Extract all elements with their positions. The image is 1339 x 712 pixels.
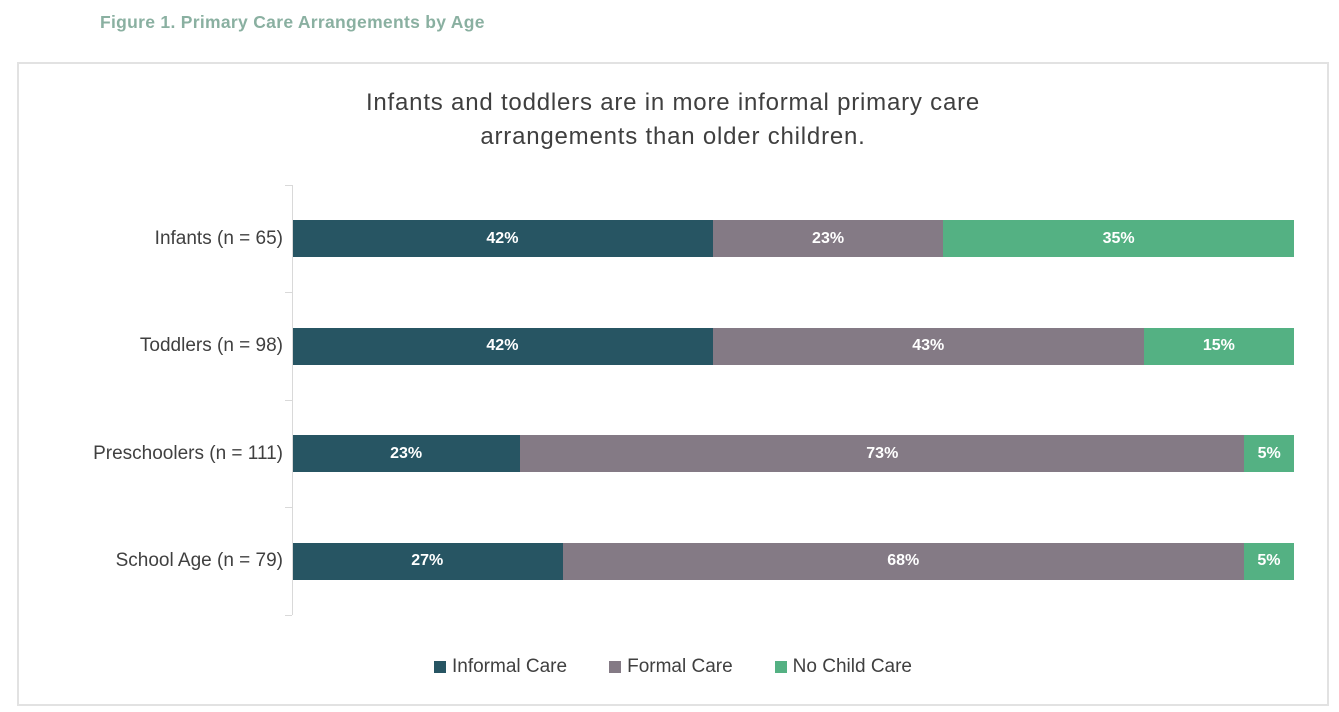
bar-segment-no-child-care: 15% (1143, 327, 1294, 365)
chart-title: Infants and toddlers are in more informa… (19, 86, 1327, 153)
chart-title-line-2: arrangements than older children. (480, 122, 866, 150)
axis-tick (285, 184, 292, 186)
bar-segment-no-child-care: 5% (1244, 435, 1294, 473)
bar-value-label: 23% (812, 229, 845, 247)
bar-rows: Infants (n = 65) 42% 23% 35% Toddlers (n = 9… (19, 185, 1327, 615)
axis-tick (285, 614, 292, 616)
bar-segment-no-child-care: 35% (943, 220, 1294, 258)
legend-swatch-no-child-care (774, 661, 787, 673)
legend-label: Formal Care (627, 656, 733, 677)
bar-segment-formal-care: 68% (562, 542, 1244, 580)
bar-value-label: 42% (486, 229, 519, 247)
bar-segment-no-child-care: 5% (1243, 542, 1294, 580)
chart-row: Toddlers (n = 98) 42% 43% 15% (19, 293, 1327, 401)
legend-swatch-formal-care (609, 661, 622, 673)
legend: Informal Care Formal Care No Child Care (19, 656, 1327, 678)
chart-row: School Age (n = 79) 27% 68% 5% (19, 508, 1327, 616)
legend-item-informal-care: Informal Care (433, 656, 568, 678)
bar-value-label: 43% (912, 337, 945, 355)
bar-segment-informal-care: 23% (292, 435, 521, 473)
bar-track: 42% 43% 15% (292, 327, 1294, 365)
bar-value-label: 23% (390, 444, 423, 462)
y-axis-line (285, 184, 293, 616)
plot-area: Infants (n = 65) 42% 23% 35% Toddlers (n = 9… (19, 184, 1327, 616)
bar-value-label: 68% (887, 552, 920, 570)
legend-label: No Child Care (792, 656, 912, 677)
bar-track: 23% 73% 5% (292, 435, 1294, 473)
legend-label: Informal Care (451, 656, 568, 677)
chart-container: Infants and toddlers are in more informa… (17, 62, 1329, 706)
category-label: Infants (n = 65) (154, 227, 283, 249)
bar-segment-formal-care: 23% (712, 220, 944, 258)
bar-track: 42% 23% 35% (292, 220, 1294, 258)
legend-swatch-informal-care (433, 661, 446, 673)
chart-title-line-1: Infants and toddlers are in more informa… (365, 89, 981, 116)
bar-value-label: 42% (486, 337, 519, 355)
bar-value-label: 15% (1202, 337, 1235, 355)
axis-tick (285, 292, 292, 293)
axis-tick (285, 399, 292, 401)
category-label: Toddlers (n = 98) (139, 335, 283, 357)
bar-segment-informal-care: 27% (292, 542, 563, 580)
bar-value-label: 5% (1257, 552, 1281, 570)
legend-item-no-child-care: No Child Care (774, 656, 912, 678)
figure-caption: Figure 1. Primary Care Arrangements by A… (100, 12, 485, 32)
bar-segment-formal-care: 73% (520, 435, 1245, 473)
bar-track: 27% 68% 5% (292, 542, 1294, 580)
bar-value-label: 27% (411, 552, 444, 570)
axis-tick (285, 507, 292, 508)
bar-segment-informal-care: 42% (292, 220, 713, 258)
bar-value-label: 5% (1257, 444, 1281, 462)
bar-value-label: 73% (866, 444, 899, 462)
chart-row: Infants (n = 65) 42% 23% 35% (19, 185, 1327, 293)
bar-value-label: 35% (1102, 229, 1135, 247)
bar-segment-informal-care: 42% (292, 327, 713, 365)
category-label: Preschoolers (n = 111) (93, 442, 283, 464)
legend-item-formal-care: Formal Care (609, 656, 733, 678)
chart-row: Preschoolers (n = 111) 23% 73% 5% (19, 400, 1327, 508)
category-label: School Age (n = 79) (115, 550, 283, 572)
bar-segment-formal-care: 43% (712, 327, 1144, 365)
